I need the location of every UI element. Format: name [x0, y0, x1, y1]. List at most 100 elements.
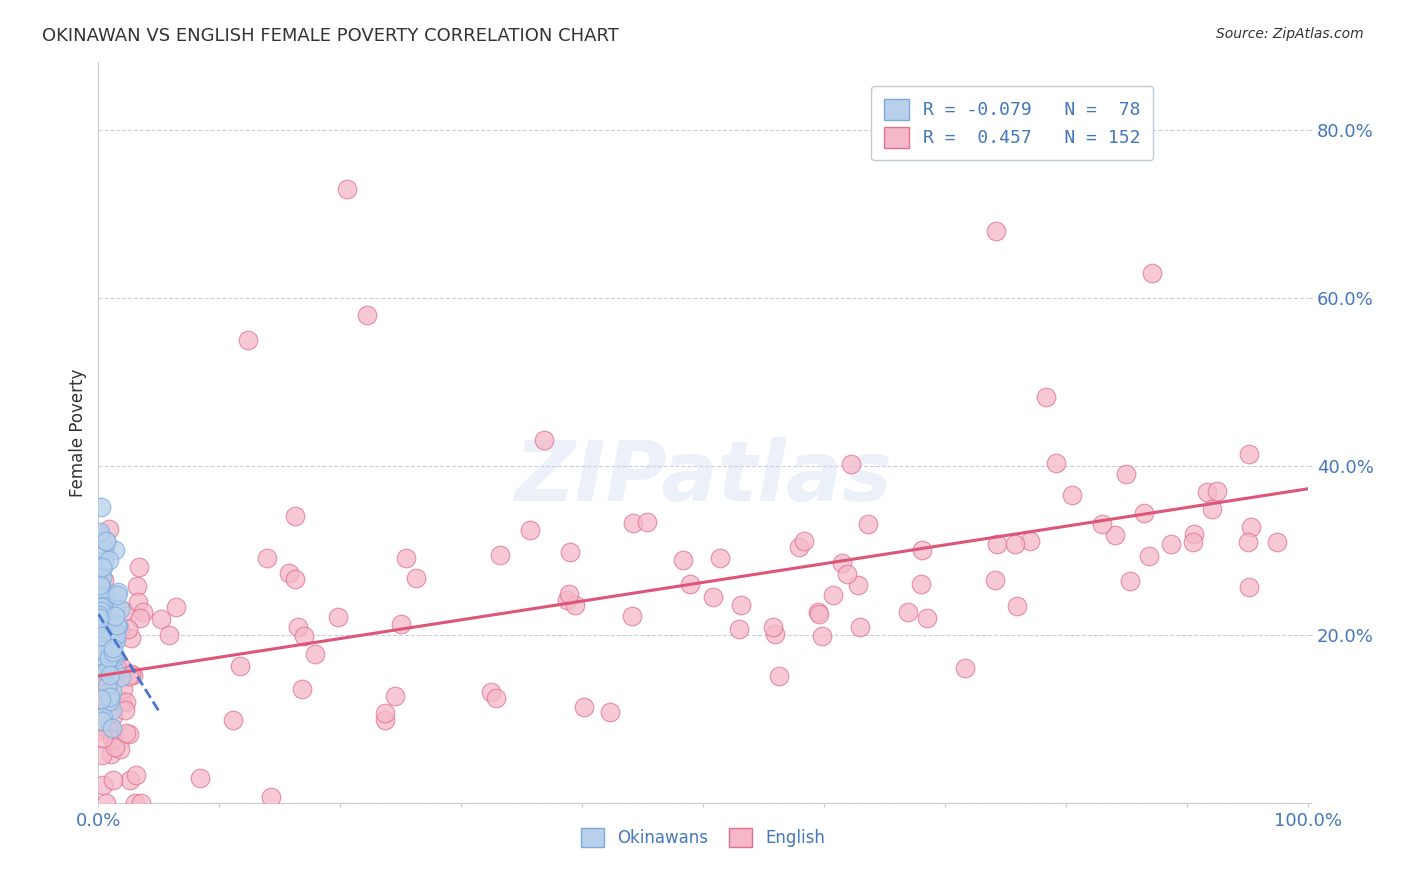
Point: [89, 723, 111, 737]
Point: [90, 604, 112, 618]
Point: [90, 637, 112, 651]
Point: [89, 574, 111, 589]
Point: [101, 634, 124, 648]
Point: [304, 647, 326, 661]
Point: [91, 714, 114, 729]
Point: [98, 723, 121, 738]
Point: [821, 588, 844, 602]
Point: [489, 548, 512, 562]
Point: [405, 571, 427, 585]
Point: [519, 523, 541, 537]
Point: [91, 617, 114, 632]
Point: [128, 560, 150, 574]
Point: [1060, 488, 1083, 502]
Point: [93, 599, 115, 614]
Point: [93, 603, 115, 617]
Point: [101, 645, 124, 659]
Point: [91, 608, 114, 623]
Point: [98, 668, 121, 682]
Point: [89, 637, 111, 651]
Point: [93, 638, 115, 652]
Point: [94, 696, 117, 710]
Point: [111, 661, 134, 675]
Point: [108, 601, 131, 615]
Point: [107, 585, 129, 599]
Point: [97, 640, 120, 654]
Point: [984, 224, 1007, 238]
Point: [94, 796, 117, 810]
Point: [100, 747, 122, 762]
Point: [1119, 574, 1142, 589]
Point: [911, 543, 934, 558]
Point: [89, 524, 111, 539]
Point: [93, 629, 115, 643]
Point: [831, 556, 853, 570]
Point: [395, 551, 418, 566]
Point: [89, 611, 111, 625]
Point: [1004, 536, 1026, 550]
Point: [125, 579, 148, 593]
Point: [104, 601, 127, 615]
Point: [91, 620, 114, 634]
Point: [118, 727, 141, 741]
Point: [101, 640, 124, 655]
Point: [97, 553, 120, 567]
Point: [103, 648, 125, 662]
Point: [108, 741, 131, 756]
Point: [564, 598, 586, 612]
Point: [228, 659, 250, 673]
Point: [112, 681, 135, 696]
Point: [915, 611, 938, 625]
Point: [356, 308, 378, 322]
Point: [93, 690, 115, 705]
Point: [125, 768, 148, 782]
Point: [768, 669, 790, 683]
Point: [846, 577, 869, 591]
Text: ZIPatlas: ZIPatlas: [515, 436, 891, 517]
Point: [811, 629, 834, 643]
Point: [636, 515, 658, 529]
Point: [90, 632, 112, 647]
Point: [1045, 456, 1067, 470]
Point: [101, 703, 124, 717]
Point: [101, 773, 124, 788]
Point: [118, 772, 141, 787]
Point: [94, 591, 117, 605]
Point: [679, 576, 702, 591]
Point: [284, 572, 307, 586]
Point: [103, 622, 125, 636]
Point: [89, 647, 111, 661]
Point: [120, 667, 142, 681]
Point: [336, 181, 359, 195]
Point: [96, 679, 118, 693]
Point: [120, 632, 142, 646]
Point: [105, 617, 128, 632]
Point: [87, 591, 110, 606]
Point: [787, 541, 810, 555]
Point: [572, 700, 595, 714]
Point: [90, 629, 112, 643]
Point: [89, 607, 111, 622]
Point: [1201, 502, 1223, 516]
Point: [131, 796, 153, 810]
Point: [485, 691, 508, 706]
Point: [132, 605, 155, 619]
Point: [793, 533, 815, 548]
Point: [98, 690, 121, 704]
Point: [1019, 533, 1042, 548]
Point: [97, 650, 120, 665]
Point: [96, 655, 118, 669]
Point: [557, 592, 579, 607]
Point: [91, 590, 114, 604]
Point: [104, 628, 127, 642]
Point: [93, 686, 115, 700]
Point: [259, 789, 281, 804]
Point: [93, 714, 115, 729]
Point: [709, 551, 731, 566]
Point: [762, 619, 785, 633]
Point: [533, 433, 555, 447]
Point: [984, 573, 1007, 587]
Point: [1160, 536, 1182, 550]
Point: [98, 694, 121, 708]
Point: [986, 537, 1008, 551]
